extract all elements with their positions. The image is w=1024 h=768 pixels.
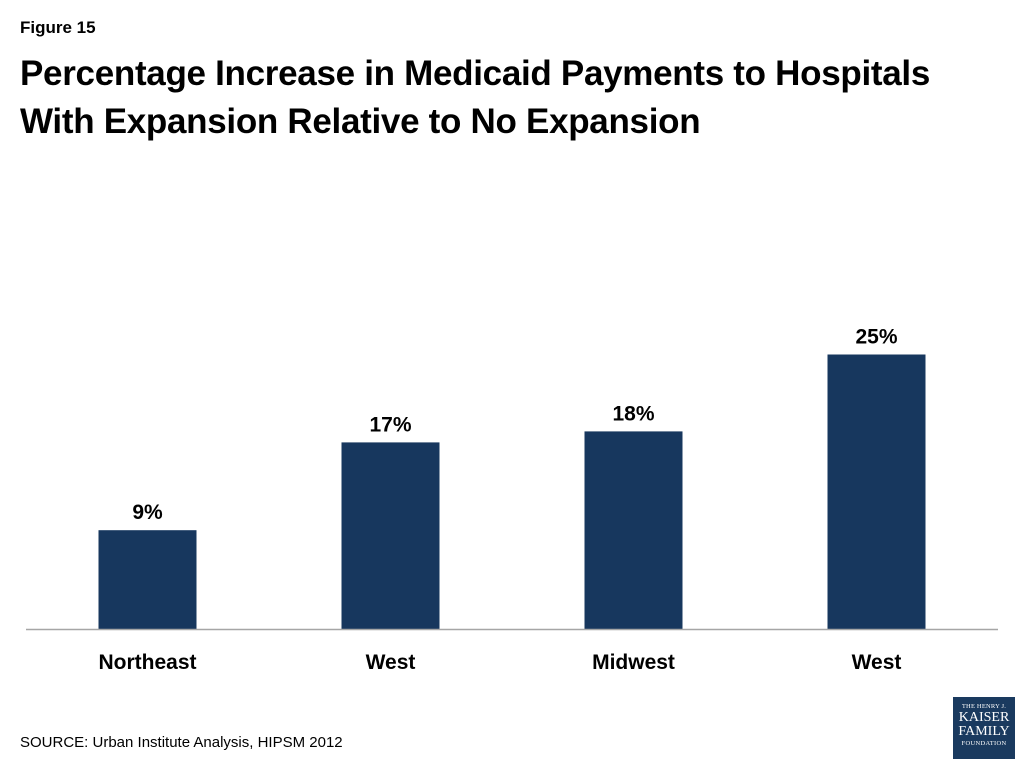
figure-label: Figure 15 [20, 18, 96, 37]
logo-line-4: FOUNDATION [961, 740, 1007, 747]
data-label-4: 25% [855, 326, 897, 349]
bar-2 [341, 442, 440, 629]
kff-logo: THE HENRY J. KAISER FAMILY FOUNDATION [953, 697, 1015, 759]
bar-1 [98, 530, 197, 629]
data-label-2: 17% [369, 413, 411, 436]
logo-line-2: KAISER [958, 710, 1010, 725]
chart-title: Percentage Increase in Medicaid Payments… [20, 50, 1000, 146]
data-label-3: 18% [612, 402, 654, 425]
chart-title-line-2: With Expansion Relative to No Expansion [20, 102, 701, 141]
bar-4 [827, 354, 926, 629]
category-label-3: Midwest [592, 651, 675, 674]
data-label-1: 9% [132, 501, 163, 524]
bar-3 [584, 431, 683, 629]
category-label-1: Northeast [98, 651, 196, 674]
logo-line-3: FAMILY [958, 724, 1010, 739]
category-label-2: West [366, 651, 416, 674]
source-note: SOURCE: Urban Institute Analysis, HIPSM … [20, 734, 343, 751]
logo-line-1: THE HENRY J. [961, 703, 1007, 710]
chart-title-line-1: Percentage Increase in Medicaid Payments… [20, 54, 930, 93]
category-label-4: West [852, 651, 902, 674]
